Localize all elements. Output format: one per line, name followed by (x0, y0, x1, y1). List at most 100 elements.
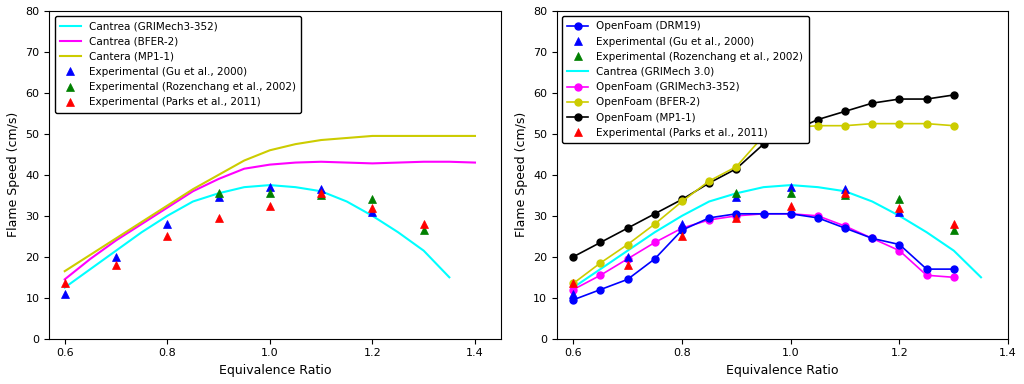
Line: OpenFoam (BFER-2): OpenFoam (BFER-2) (569, 120, 957, 287)
Cantrea (GRIMech 3.0) (812, 185, 824, 189)
Cantrea (GRIMech3-352) (238, 185, 250, 189)
OpenFoam (MP1-1) (947, 93, 959, 97)
Cantrea (GRIMech 3.0) (567, 285, 580, 290)
Cantrea (GRIMech3-352) (341, 199, 353, 204)
Line: Experimental (Parks et al., 2011): Experimental (Parks et al., 2011) (569, 189, 958, 288)
Y-axis label: Flame Speed (cm/s): Flame Speed (cm/s) (514, 112, 527, 237)
Experimental (Rozenchang et al., 2002) (418, 228, 430, 232)
Experimental (Parks et al., 2011) (212, 215, 224, 220)
OpenFoam (DRM19) (921, 267, 933, 271)
OpenFoam (MP1-1) (567, 255, 580, 259)
Line: Cantrea (GRIMech 3.0): Cantrea (GRIMech 3.0) (573, 185, 981, 288)
Cantrea (BFER-2) (367, 161, 379, 166)
OpenFoam (DRM19) (676, 228, 688, 232)
OpenFoam (MP1-1) (648, 212, 660, 216)
Experimental (Parks et al., 2011) (567, 281, 580, 286)
Experimental (Parks et al., 2011) (730, 215, 742, 220)
OpenFoam (DRM19) (594, 287, 606, 292)
Cantera (MP1-1) (238, 158, 250, 163)
Experimental (Gu et al., 2000) (58, 291, 71, 296)
OpenFoam (DRM19) (866, 236, 879, 241)
OpenFoam (BFER-2) (947, 123, 959, 128)
OpenFoam (MP1-1) (676, 197, 688, 202)
Cantrea (GRIMech 3.0) (947, 248, 959, 253)
Cantrea (GRIMech 3.0) (784, 183, 797, 187)
Cantera (MP1-1) (110, 236, 122, 241)
Experimental (Rozenchang et al., 2002) (367, 197, 379, 202)
Cantera (MP1-1) (367, 134, 379, 138)
Cantrea (GRIMech3-352) (58, 285, 71, 290)
Cantrea (BFER-2) (443, 159, 456, 164)
Cantrea (BFER-2) (238, 166, 250, 171)
OpenFoam (GRIMech3-352) (866, 236, 879, 241)
Cantrea (GRIMech 3.0) (758, 185, 770, 189)
OpenFoam (BFER-2) (893, 121, 905, 126)
Cantrea (GRIMech3-352) (367, 214, 379, 218)
Line: OpenFoam (DRM19): OpenFoam (DRM19) (569, 210, 957, 303)
OpenFoam (GRIMech3-352) (893, 248, 905, 253)
Experimental (Gu et al., 2000) (676, 222, 688, 226)
OpenFoam (BFER-2) (812, 123, 824, 128)
Cantera (MP1-1) (135, 220, 147, 224)
OpenFoam (GRIMech3-352) (567, 287, 580, 292)
Cantera (MP1-1) (58, 269, 71, 273)
Cantrea (BFER-2) (186, 189, 199, 194)
Cantrea (GRIMech3-352) (212, 191, 224, 195)
OpenFoam (MP1-1) (730, 166, 742, 171)
Experimental (Parks et al., 2011) (367, 205, 379, 210)
Line: OpenFoam (MP1-1): OpenFoam (MP1-1) (569, 91, 957, 260)
OpenFoam (BFER-2) (921, 121, 933, 126)
X-axis label: Equivalence Ratio: Equivalence Ratio (726, 364, 839, 377)
Cantera (MP1-1) (84, 252, 96, 257)
OpenFoam (GRIMech3-352) (921, 273, 933, 278)
Experimental (Parks et al., 2011) (676, 234, 688, 238)
OpenFoam (DRM19) (947, 267, 959, 271)
Experimental (Rozenchang et al., 2002) (264, 191, 276, 195)
OpenFoam (BFER-2) (567, 281, 580, 286)
Line: Cantrea (BFER-2): Cantrea (BFER-2) (65, 162, 475, 279)
Cantrea (GRIMech3-352) (443, 275, 456, 280)
OpenFoam (BFER-2) (703, 179, 716, 183)
Experimental (Gu et al., 2000) (730, 195, 742, 200)
Cantera (MP1-1) (392, 134, 404, 138)
Cantrea (GRIMech3-352) (290, 185, 302, 189)
OpenFoam (MP1-1) (594, 240, 606, 245)
OpenFoam (DRM19) (648, 257, 660, 261)
Cantera (MP1-1) (443, 134, 456, 138)
Cantrea (BFER-2) (110, 238, 122, 243)
Experimental (Parks et al., 2011) (893, 205, 905, 210)
OpenFoam (BFER-2) (622, 242, 634, 247)
Cantrea (BFER-2) (58, 277, 71, 281)
OpenFoam (MP1-1) (921, 97, 933, 101)
Experimental (Gu et al., 2000) (161, 222, 173, 226)
Cantera (MP1-1) (315, 138, 328, 142)
Experimental (Rozenchang et al., 2002) (212, 191, 224, 195)
Cantrea (GRIMech 3.0) (839, 189, 851, 194)
Cantrea (GRIMech3-352) (135, 230, 147, 235)
Cantrea (GRIMech3-352) (110, 248, 122, 253)
OpenFoam (DRM19) (622, 277, 634, 281)
Cantera (MP1-1) (161, 203, 173, 208)
Line: Cantrea (GRIMech3-352): Cantrea (GRIMech3-352) (65, 185, 450, 288)
OpenFoam (GRIMech3-352) (784, 212, 797, 216)
OpenFoam (DRM19) (812, 215, 824, 220)
Legend: Cantrea (GRIMech3-352), Cantrea (BFER-2), Cantera (MP1-1), Experimental (Gu et a: Cantrea (GRIMech3-352), Cantrea (BFER-2)… (54, 16, 301, 113)
Cantrea (GRIMech 3.0) (866, 199, 879, 204)
Experimental (Parks et al., 2011) (110, 263, 122, 267)
Experimental (Gu et al., 2000) (264, 185, 276, 189)
Experimental (Parks et al., 2011) (622, 263, 634, 267)
OpenFoam (BFER-2) (758, 134, 770, 138)
OpenFoam (MP1-1) (866, 101, 879, 106)
OpenFoam (DRM19) (893, 242, 905, 247)
OpenFoam (DRM19) (730, 212, 742, 216)
OpenFoam (GRIMech3-352) (947, 275, 959, 280)
Cantera (MP1-1) (418, 134, 430, 138)
OpenFoam (MP1-1) (703, 181, 716, 185)
Experimental (Parks et al., 2011) (947, 222, 959, 226)
Experimental (Rozenchang et al., 2002) (893, 197, 905, 202)
X-axis label: Equivalence Ratio: Equivalence Ratio (219, 364, 331, 377)
Experimental (Parks et al., 2011) (839, 191, 851, 195)
Cantera (MP1-1) (264, 148, 276, 152)
Cantrea (GRIMech3-352) (418, 248, 430, 253)
OpenFoam (GRIMech3-352) (622, 257, 634, 261)
